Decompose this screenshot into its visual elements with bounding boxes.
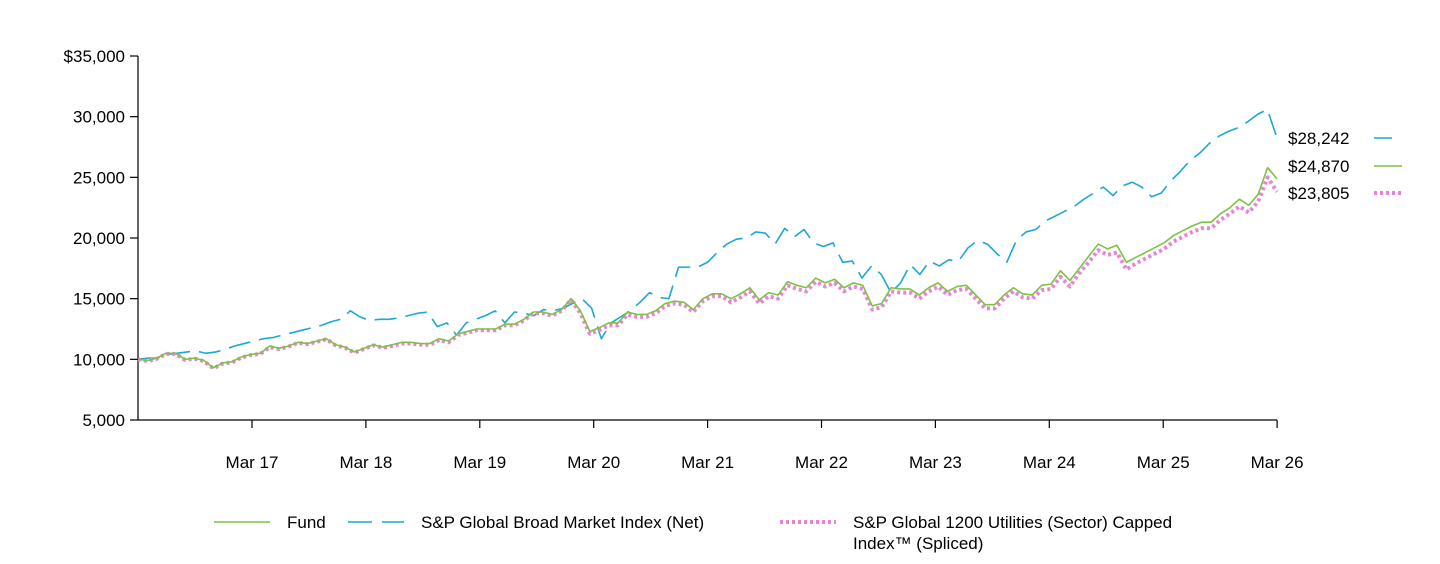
legend-utilities-label: S&P Global 1200 Utilities (Sector) Cappe… <box>853 513 1172 553</box>
x-tick-label: Mar 17 <box>226 453 279 472</box>
x-tick-label: Mar 23 <box>909 453 962 472</box>
x-tick-label: Mar 18 <box>339 453 392 472</box>
x-tick-label: Mar 22 <box>795 453 848 472</box>
x-tick-label: Mar 21 <box>681 453 734 472</box>
series-line <box>137 108 1278 361</box>
series-layer <box>137 108 1279 371</box>
end-value-label: $28,242 <box>1288 129 1349 148</box>
x-tick-label: Mar 26 <box>1251 453 1304 472</box>
legend: Fund S&P Global Broad Market Index (Net)… <box>214 513 1172 553</box>
legend-utilities-label-line: S&P Global 1200 Utilities (Sector) Cappe… <box>853 513 1172 532</box>
x-axis: Mar 17 Mar 18 Mar 19 Mar 20 Mar 21 Mar 22 Mar … <box>138 419 1304 472</box>
series-line <box>137 175 1279 371</box>
series-line <box>137 166 1278 369</box>
x-tick-label: Mar 24 <box>1023 453 1076 472</box>
x-tick-label: Mar 19 <box>453 453 506 472</box>
y-axis: 5,000 10,000 15,000 20,000 25,000 30,000 $35,0… <box>64 47 139 430</box>
y-tick-label: 5,000 <box>82 411 125 430</box>
y-tick-label: 20,000 <box>73 229 125 248</box>
x-tick-label: Mar 20 <box>567 453 620 472</box>
y-tick-label: 15,000 <box>73 290 125 309</box>
y-tick-label: 25,000 <box>73 168 125 187</box>
legend-fund-label: Fund <box>287 513 326 532</box>
y-tick-label: 10,000 <box>73 350 125 369</box>
y-tick-label: $35,000 <box>64 47 125 66</box>
end-value-label: $24,870 <box>1288 157 1349 176</box>
end-value-label: $23,805 <box>1288 184 1349 203</box>
legend-broad-market-label: S&P Global Broad Market Index (Net) <box>421 513 704 532</box>
x-tick-label: Mar 25 <box>1137 453 1190 472</box>
y-tick-label: 30,000 <box>73 108 125 127</box>
end-labels: $28,242 $24,870 $23,805 <box>1288 129 1402 203</box>
legend-utilities-label-line: Index™ (Spliced) <box>853 534 983 553</box>
